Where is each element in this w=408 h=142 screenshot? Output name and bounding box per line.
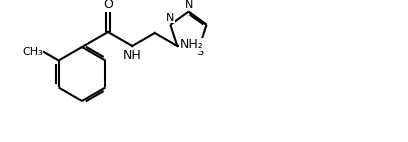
Text: S: S	[196, 47, 203, 57]
Text: CH₃: CH₃	[22, 47, 43, 57]
Text: N: N	[185, 0, 193, 10]
Text: N: N	[166, 13, 174, 23]
Text: NH₂: NH₂	[179, 38, 203, 52]
Text: O: O	[103, 0, 113, 12]
Text: NH: NH	[123, 50, 142, 62]
